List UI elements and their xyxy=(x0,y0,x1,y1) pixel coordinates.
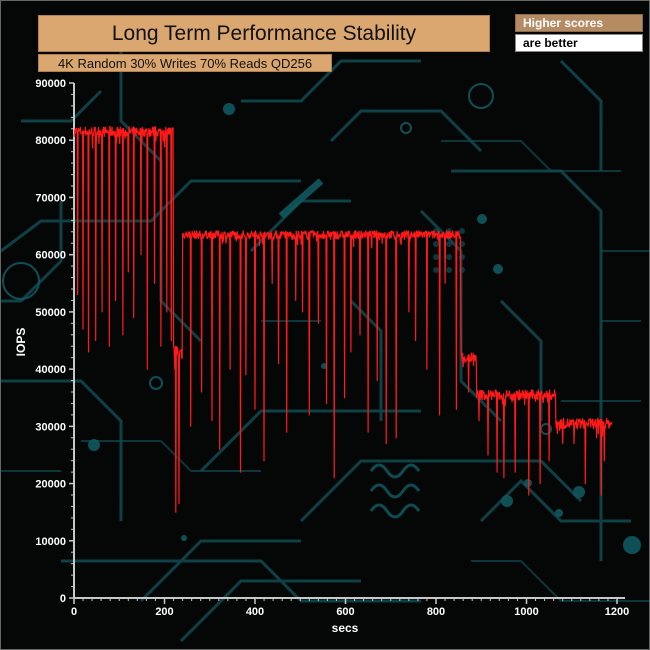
score-note-value: are better xyxy=(515,34,643,52)
x-tick-label: 200 xyxy=(155,606,173,618)
chart-title: Long Term Performance Stability xyxy=(38,15,490,52)
x-tick-label: 0 xyxy=(71,606,77,618)
x-tick-label: 1000 xyxy=(514,606,538,618)
x-tick-label: 800 xyxy=(427,606,445,618)
tick-labels: 0100002000030000400005000060000700008000… xyxy=(35,78,629,618)
x-tick-label: 400 xyxy=(246,606,264,618)
y-tick-label: 70000 xyxy=(35,192,66,204)
y-tick-label: 40000 xyxy=(35,364,66,376)
y-tick-label: 90000 xyxy=(35,78,66,90)
x-axis-title: secs xyxy=(332,621,359,635)
x-tick-label: 1200 xyxy=(605,606,629,618)
y-tick-label: 80000 xyxy=(35,135,66,147)
score-note-label: Higher scores xyxy=(515,14,643,32)
y-tick-label: 60000 xyxy=(35,250,66,262)
y-axis-title: IOPS xyxy=(14,328,28,357)
chart-subtitle: 4K Random 30% Writes 70% Reads QD256 xyxy=(38,54,332,72)
chart-axes xyxy=(69,82,625,604)
y-tick-label: 30000 xyxy=(35,421,66,433)
y-tick-label: 50000 xyxy=(35,307,66,319)
y-tick-label: 20000 xyxy=(35,479,66,491)
y-tick-label: 10000 xyxy=(35,536,66,548)
y-tick-label: 0 xyxy=(60,593,66,605)
x-tick-label: 600 xyxy=(336,606,354,618)
series-layer xyxy=(73,125,613,513)
series-line-0 xyxy=(73,125,613,513)
